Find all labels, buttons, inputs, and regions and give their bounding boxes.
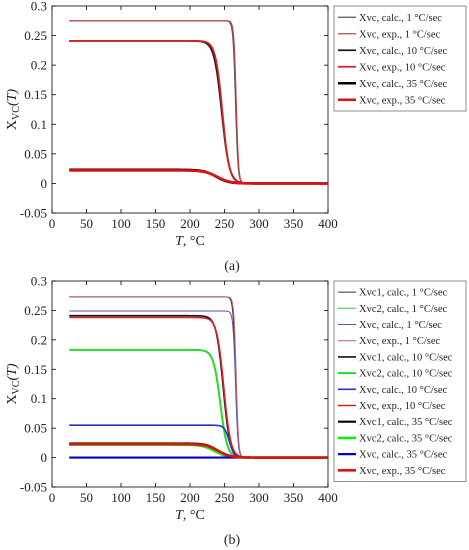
legend-label: Xvc2, calc., 35 °C/sec — [359, 433, 453, 444]
y-tick-label: 0.3 — [31, 274, 47, 289]
legend-label: Xvc, exp., 10 °C/sec — [359, 401, 446, 412]
y-tick-label: -0.05 — [20, 206, 47, 221]
x-axis-label-symbol: T — [175, 234, 184, 249]
x-tick-label: 150 — [146, 216, 166, 231]
x-tick-label: 0 — [49, 216, 56, 231]
y-tick-label: -0.05 — [20, 480, 47, 495]
x-axis-label-unit: , °C — [183, 508, 205, 523]
plot-frame — [51, 5, 329, 214]
y-axis-label-main: X — [5, 394, 20, 404]
legend-label: Xvc, calc., 35 °C/sec — [359, 79, 448, 90]
x-tick-label: 0 — [49, 490, 56, 505]
legend-label: Xvc2, calc., 10 °C/sec — [359, 369, 453, 380]
legend-label: Xvc, exp., 10 °C/sec — [359, 62, 446, 73]
x-axis-label-unit: , °C — [183, 234, 205, 249]
y-tick-label: 0.15 — [24, 362, 47, 377]
x-tick-label: 300 — [249, 216, 269, 231]
y-axis-label-main: X — [5, 120, 20, 130]
x-axis-label: T, °C — [175, 508, 205, 523]
y-axis-label-sub: VC — [11, 380, 22, 394]
legend-label: Xvc1, calc., 35 °C/sec — [359, 417, 453, 428]
y-tick-label: 0.1 — [31, 391, 47, 406]
x-tick-label: 200 — [180, 490, 200, 505]
x-tick-label: 200 — [180, 216, 200, 231]
y-axis-label-arg: (T) — [5, 89, 20, 106]
legend-label: Xvc1, calc., 10 °C/sec — [359, 352, 453, 363]
legend-label: Xvc, calc., 35 °C/sec — [359, 450, 448, 461]
legend-label: Xvc2, calc., 1 °C/sec — [359, 304, 448, 315]
y-tick-label: 0.1 — [31, 117, 47, 132]
legend-label: Xvc, calc., 10 °C/sec — [359, 385, 448, 396]
x-tick-label: 50 — [80, 490, 93, 505]
legend-box — [333, 5, 467, 112]
legend-label: Xvc, calc., 1 °C/sec — [359, 13, 442, 24]
legend-label: Xvc, exp., 1 °C/sec — [359, 29, 441, 40]
x-tick-label: 250 — [215, 216, 235, 231]
legend-label: Xvc, calc., 1 °C/sec — [359, 320, 442, 331]
x-tick-label: 350 — [284, 216, 304, 231]
series-group — [68, 296, 328, 459]
caption-b: (b) — [224, 533, 241, 548]
x-tick-label: 400 — [318, 216, 338, 231]
series-line — [68, 169, 328, 185]
y-tick-label: 0 — [41, 176, 48, 191]
x-tick-label: 300 — [249, 490, 269, 505]
series-line — [68, 442, 328, 459]
legend-label: Xvc1, calc., 1 °C/sec — [359, 288, 448, 299]
panel-a: 0 50 100 150 200 250 300 350 400-0.0500.050.10.1… — [5, 0, 467, 249]
y-tick-label: 0.05 — [24, 146, 47, 161]
x-axis-label: T, °C — [175, 234, 205, 249]
y-tick-label: 0.25 — [24, 303, 47, 318]
y-axis-label-sub: VC — [11, 106, 22, 120]
x-tick-label: 150 — [146, 490, 166, 505]
y-tick-label: 0.05 — [24, 421, 47, 436]
legend-box — [333, 280, 467, 482]
legend-label: Xvc, exp., 35 °C/sec — [359, 466, 446, 477]
y-tick-label: 0.15 — [24, 87, 47, 102]
x-tick-label: 350 — [284, 490, 304, 505]
x-tick-label: 250 — [215, 490, 235, 505]
y-tick-label: 0.3 — [31, 0, 47, 14]
y-axis-label: XVC(T) — [5, 363, 22, 404]
series-group — [68, 20, 328, 185]
legend-label: Xvc, exp., 1 °C/sec — [359, 336, 441, 347]
y-tick-label: 0.25 — [24, 28, 47, 43]
legend-label: Xvc, exp., 35 °C/sec — [359, 95, 446, 106]
x-tick-label: 50 — [80, 216, 93, 231]
y-axis-label: XVC(T) — [5, 89, 22, 130]
legend-label: Xvc, calc., 10 °C/sec — [359, 46, 448, 57]
caption-a: (a) — [224, 259, 240, 274]
y-tick-label: 0 — [41, 450, 48, 465]
x-tick-label: 100 — [111, 490, 131, 505]
y-axis-label-arg: (T) — [5, 363, 20, 380]
y-tick-label: 0.2 — [31, 58, 47, 73]
panel-b: 0 50 100 150 200 250 300 350 400-0.0500.050.10.1… — [5, 274, 467, 523]
x-tick-label: 100 — [111, 216, 131, 231]
x-tick-label: 400 — [318, 490, 338, 505]
x-axis-label-symbol: T — [175, 508, 184, 523]
y-tick-label: 0.2 — [31, 332, 47, 347]
plot-frame — [51, 280, 329, 488]
